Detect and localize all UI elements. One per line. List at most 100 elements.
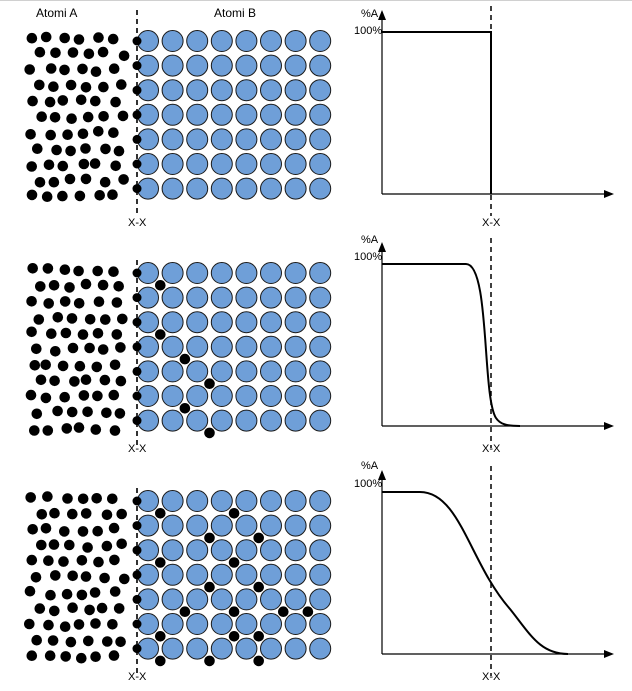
atom-b-circle <box>284 177 307 200</box>
atom-a-dot <box>69 376 80 387</box>
atom-a-dot <box>110 160 121 172</box>
atom-a-dot <box>74 190 86 202</box>
atom-a-dot <box>110 96 121 108</box>
atom-b-circle <box>260 613 282 635</box>
panel-2-y-axis-label: %A <box>361 234 379 246</box>
atom-a-dot <box>59 32 70 44</box>
y-axis-arrow <box>378 242 386 252</box>
atom-b-circle <box>309 385 332 407</box>
atom-b-circle <box>161 335 184 358</box>
atom-b-circle <box>161 286 184 309</box>
panel-2-interface-label: X-X <box>128 443 147 455</box>
atom-b-circle <box>161 385 184 407</box>
atom-a-dot <box>46 328 57 340</box>
atom-a-dot <box>109 359 121 371</box>
atom-b-circle <box>235 103 258 126</box>
panel-3-y-axis-label: %A <box>361 460 379 472</box>
panel-2-max-label: 100% <box>354 251 383 263</box>
diffused-atom-a-dot <box>179 606 191 617</box>
panel-1-graph-interface-label: X-X <box>482 217 501 229</box>
atom-b-circle <box>210 177 233 200</box>
atom-a-dot <box>116 79 127 90</box>
atom-a-dot <box>97 279 109 291</box>
atom-b-circle <box>284 613 307 635</box>
atom-a-dot <box>107 493 118 505</box>
atom-a-dot <box>77 493 89 505</box>
atom-a-dot <box>60 327 72 339</box>
atom-b-circle <box>186 153 209 175</box>
atom-b-circle <box>210 286 233 309</box>
atom-b-circle <box>309 79 332 102</box>
atom-b-circle <box>260 563 282 586</box>
atom-b-circle <box>161 539 184 562</box>
atom-b-circle <box>235 286 258 309</box>
atom-b-circle <box>284 514 307 537</box>
atom-b-circle <box>260 30 282 52</box>
diffused-atom-a-dot <box>204 581 215 593</box>
atom-a-dot <box>26 32 38 44</box>
atom-b-circle <box>210 103 233 126</box>
atom-a-dot <box>57 190 68 202</box>
atom-b-circle <box>309 128 332 151</box>
atom-b-circle <box>309 514 332 537</box>
x-axis-arrow <box>604 650 614 658</box>
atom-b-circle <box>309 335 332 358</box>
atom-a-dot <box>108 127 119 138</box>
atom-a-dot <box>93 126 104 137</box>
atom-b-circle <box>260 54 282 77</box>
atom-a-dot <box>132 184 142 194</box>
atom-b-circle <box>260 311 282 334</box>
atom-b-circle <box>309 360 332 383</box>
atom-a-dot <box>26 554 38 566</box>
concentration-profile-curve <box>382 263 521 427</box>
atom-b-circle <box>210 588 233 611</box>
atom-b-circle <box>186 539 209 562</box>
atom-a-dot <box>29 360 41 371</box>
atom-a-dot <box>66 113 77 124</box>
atom-a-dot <box>108 522 120 534</box>
atom-a-dot <box>115 342 126 353</box>
atom-a-dot <box>92 328 104 339</box>
atom-a-dot <box>117 110 129 122</box>
atom-a-dot <box>99 374 111 386</box>
atom-b-circle <box>186 262 209 284</box>
atom-a-dot <box>25 389 37 401</box>
atom-b-circle <box>309 613 332 635</box>
atom-b-circle <box>186 103 209 126</box>
atom-a-dot <box>89 158 101 169</box>
atom-b-circle <box>284 262 307 284</box>
atom-b-circle <box>284 79 307 102</box>
atom-a-dot <box>36 111 47 122</box>
atom-b-circle <box>309 563 332 586</box>
atom-a-dot <box>78 158 90 170</box>
atom-a-dot <box>30 572 42 583</box>
atom-b-circle <box>235 514 258 537</box>
atom-b-circle <box>284 588 307 611</box>
atom-b-circle <box>186 177 209 200</box>
atom-b-circle <box>260 385 282 407</box>
atoms-a-header: Atomi A <box>36 6 78 20</box>
panel-1-y-axis-label: %A <box>361 8 379 20</box>
atom-a-dot <box>90 66 102 77</box>
panel-3-interface-label: X-X <box>128 671 147 683</box>
atom-a-dot <box>24 585 36 597</box>
atom-b-circle <box>235 539 258 562</box>
diffused-atom-a-dot <box>228 606 240 617</box>
diffused-atom-a-dot <box>228 508 240 519</box>
atom-a-dot <box>101 407 112 419</box>
atom-a-dot <box>96 602 108 614</box>
diffused-atom-a-dot <box>155 557 166 568</box>
atom-b-circle <box>186 79 209 102</box>
atom-a-dot <box>61 588 73 600</box>
atom-b-circle <box>235 490 258 512</box>
atom-b-circle <box>161 311 184 334</box>
atom-a-dot <box>43 619 54 631</box>
atom-b-circle <box>186 335 209 358</box>
atom-a-dot <box>57 160 69 172</box>
atom-a-dot <box>61 423 73 434</box>
atom-a-dot <box>43 159 55 171</box>
atom-a-dot <box>132 545 142 555</box>
atom-a-dot <box>48 539 60 550</box>
atom-b-circle <box>284 563 307 586</box>
atom-a-dot <box>76 652 87 664</box>
